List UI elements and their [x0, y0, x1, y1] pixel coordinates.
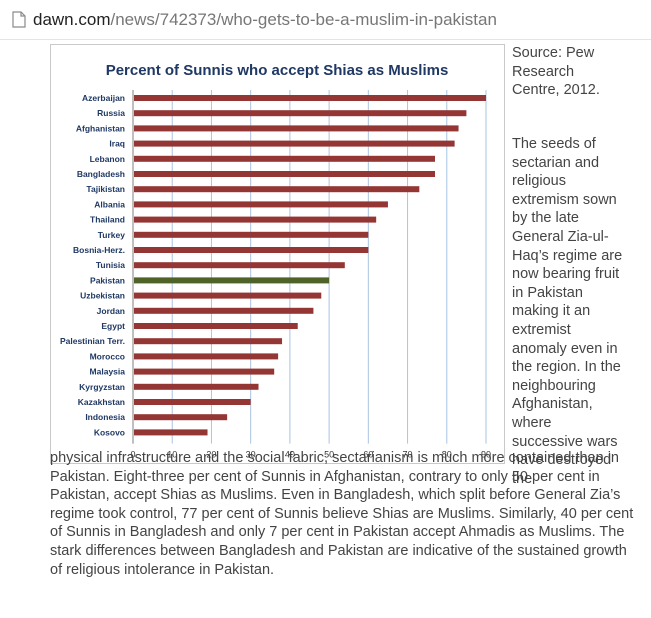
x-tick-label: 80 — [442, 450, 452, 460]
category-label: Russia — [97, 108, 125, 118]
x-tick-label: 50 — [324, 450, 334, 460]
category-label: Palestinian Terr. — [60, 336, 125, 346]
x-tick-label: 0 — [130, 450, 135, 460]
category-label: Egypt — [101, 321, 125, 331]
chart-image: Percent of Sunnis who accept Shias as Mu… — [50, 44, 505, 464]
bar-bangladesh — [134, 171, 436, 177]
category-label: Tajikistan — [86, 184, 125, 194]
category-label: Lebanon — [90, 154, 125, 164]
x-tick-label: 10 — [167, 450, 177, 460]
category-label: Pakistan — [90, 275, 125, 285]
category-label: Malaysia — [90, 367, 126, 377]
source-text: Source: Pew Research Centre, 2012. — [512, 45, 600, 99]
category-label: Kazakhstan — [78, 397, 125, 407]
category-label: Thailand — [90, 215, 125, 225]
bar-tunisia — [134, 262, 345, 269]
article-paragraph-bottom: physical infrastructure and the social f… — [50, 450, 634, 578]
bar-russia — [134, 110, 467, 117]
x-tick-label: 20 — [206, 450, 216, 460]
bar-kosovo — [134, 429, 208, 436]
bar-lebanon — [134, 155, 436, 162]
bar-malaysia — [134, 368, 275, 375]
bar-kyrgyzstan — [134, 383, 259, 390]
category-label: Kosovo — [94, 427, 125, 437]
url-domain: dawn.com — [33, 10, 111, 29]
category-label: Indonesia — [85, 412, 125, 422]
address-bar[interactable]: dawn.com/news/742373/who-gets-to-be-a-mu… — [0, 0, 651, 40]
url-text[interactable]: dawn.com/news/742373/who-gets-to-be-a-mu… — [33, 10, 497, 30]
page-icon — [12, 11, 26, 28]
bar-thailand — [134, 216, 377, 223]
bar-palestinian-terr- — [134, 338, 283, 345]
category-label: Azerbaijan — [82, 93, 125, 103]
x-tick-label: 30 — [246, 450, 256, 460]
bar-jordan — [134, 307, 314, 314]
category-label: Uzbekistan — [80, 291, 125, 301]
bar-morocco — [134, 353, 279, 360]
bar-turkey — [134, 231, 369, 238]
category-label: Bosnia-Herz. — [73, 245, 125, 255]
url-path: /news/742373/who-gets-to-be-a-muslim-in-… — [110, 10, 497, 29]
bar-afghanistan — [134, 125, 459, 132]
category-label: Jordan — [97, 306, 125, 316]
category-label: Albania — [94, 199, 125, 209]
bar-uzbekistan — [134, 292, 322, 299]
category-label: Afghanistan — [76, 123, 125, 133]
x-tick-label: 90 — [481, 450, 491, 460]
bar-azerbaijan — [134, 95, 486, 101]
category-label: Turkey — [98, 230, 126, 240]
bar-iraq — [134, 140, 455, 147]
category-label: Morocco — [90, 351, 125, 361]
bar-pakistan — [134, 277, 330, 284]
bar-bosnia-herz- — [134, 247, 369, 253]
category-label: Tunisia — [96, 260, 125, 270]
x-tick-label: 40 — [285, 450, 295, 460]
chart-title: Percent of Sunnis who accept Shias as Mu… — [106, 62, 449, 79]
bar-chart: Percent of Sunnis who accept Shias as Mu… — [60, 62, 491, 460]
bar-kazakhstan — [134, 399, 251, 405]
category-label: Bangladesh — [77, 169, 125, 179]
x-tick-label: 60 — [363, 450, 373, 460]
category-label: Iraq — [109, 139, 125, 149]
source-caption: Source: Pew Research Centre, 2012. — [512, 44, 624, 110]
bar-indonesia — [134, 414, 228, 421]
bar-albania — [134, 201, 388, 208]
article-paragraph-right: The seeds of sectarian and religious ext… — [512, 136, 623, 487]
bar-egypt — [134, 323, 298, 329]
bar-tajikistan — [134, 186, 420, 193]
category-label: Kyrgyzstan — [79, 382, 125, 392]
x-tick-label: 70 — [403, 450, 413, 460]
